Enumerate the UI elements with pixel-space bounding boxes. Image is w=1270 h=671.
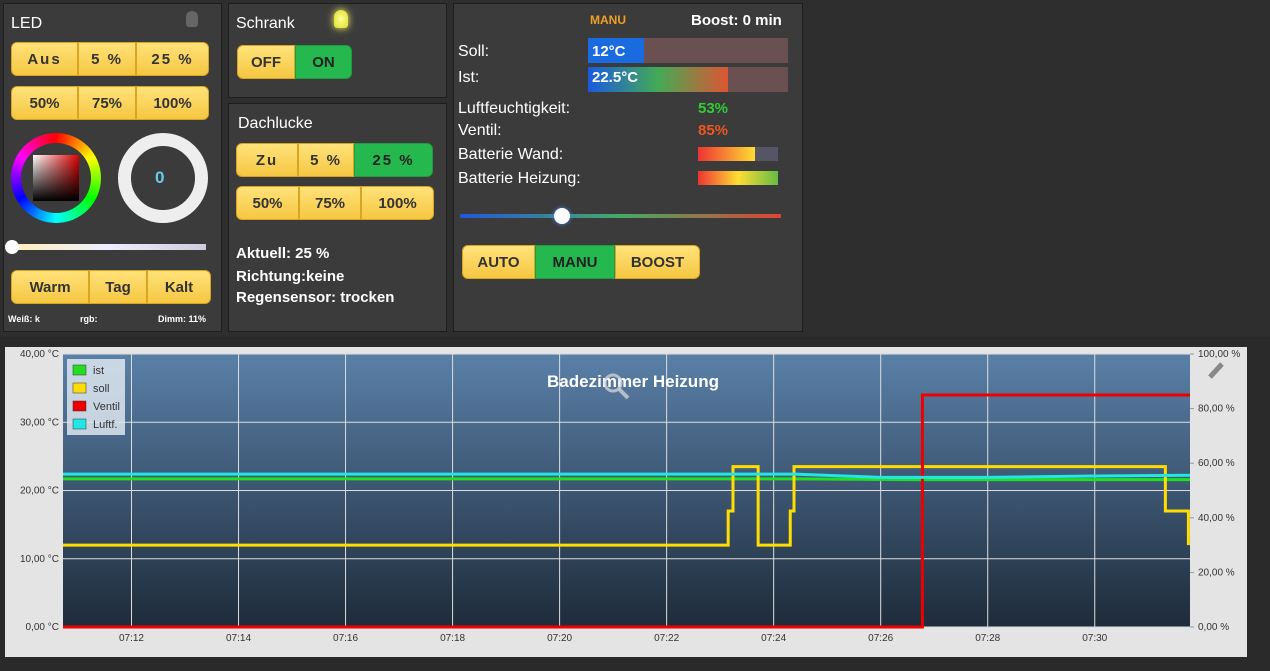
row-label: Soll: <box>458 43 490 60</box>
series-line <box>63 477 1190 482</box>
y2-tick-label: 60,00 % <box>1198 458 1235 469</box>
panel-title: LED <box>11 15 43 32</box>
button[interactable]: OFF <box>237 45 295 79</box>
series-line <box>63 393 1190 629</box>
button[interactable]: 5 % <box>298 143 354 177</box>
y-tick-label: 10,00 °C <box>20 554 59 565</box>
y-tick-label: 40,00 °C <box>20 349 59 360</box>
panel-title: Dachlucke <box>238 115 313 132</box>
button[interactable]: AUTO <box>462 245 535 279</box>
mode-label: MANU <box>590 13 626 27</box>
legend-label: soll <box>93 383 110 395</box>
x-tick-label: 07:12 <box>119 633 144 644</box>
x-tick-label: 07:16 <box>333 633 358 644</box>
button[interactable]: 5 % <box>78 42 136 76</box>
button[interactable]: 50% <box>11 86 78 120</box>
color-square[interactable] <box>33 155 79 201</box>
battery-heizung <box>698 171 778 185</box>
bulb-icon <box>186 11 198 27</box>
button[interactable]: 50% <box>236 186 299 220</box>
y-tick-label: 20,00 °C <box>20 486 59 497</box>
bulb-icon-lit <box>334 10 348 28</box>
legend-label: ist <box>93 365 104 377</box>
footer-text: rgb: <box>80 314 98 324</box>
slider-knob[interactable] <box>5 240 19 254</box>
panel-title: Schrank <box>236 15 295 32</box>
button[interactable]: 25 % <box>136 42 209 76</box>
button[interactable]: MANU <box>535 245 615 279</box>
row-label: Ist: <box>458 69 480 86</box>
status-text: Regensensor: trocken <box>236 289 395 306</box>
legend-label: Luftf. <box>93 419 117 431</box>
legend-swatch <box>72 400 87 412</box>
chart: 0,00 °C 10,00 °C 20,00 °C 30,00 °C 40,00 °C 0… <box>5 347 1247 657</box>
legend-label: Ventil <box>93 401 120 413</box>
legend-swatch <box>72 364 87 376</box>
battery-wand-fill <box>698 147 755 161</box>
ist-fill <box>588 67 728 92</box>
status-text: Aktuell: 25 % <box>236 245 330 262</box>
y2-tick-label: 40,00 % <box>1198 513 1235 524</box>
white-slider[interactable] <box>12 244 206 250</box>
button[interactable]: 100% <box>136 86 209 120</box>
temp-knob[interactable] <box>554 208 570 224</box>
edit-icon <box>1208 362 1224 379</box>
y2-tick-label: 100,00 % <box>1198 349 1240 360</box>
button[interactable]: Warm <box>11 270 89 304</box>
button[interactable]: Aus <box>11 42 78 76</box>
x-tick-label: 07:28 <box>975 633 1000 644</box>
button[interactable]: Zu <box>236 143 298 177</box>
x-tick-label: 07:20 <box>547 633 572 644</box>
button[interactable]: BOOST <box>615 245 700 279</box>
y2-tick-label: 20,00 % <box>1198 567 1235 578</box>
footer-text: Dimm: 11% <box>158 314 207 324</box>
x-tick-label: 07:24 <box>761 633 786 644</box>
footer-text: Weiß: k <box>8 314 40 324</box>
button[interactable]: 25 % <box>354 143 433 177</box>
dimmer-value: 0 <box>155 168 165 187</box>
y-tick-label: 30,00 °C <box>20 417 59 428</box>
battery-label: Batterie Heizung: <box>458 170 581 187</box>
row-value: 12°C <box>592 43 626 60</box>
button[interactable]: 75% <box>299 186 361 220</box>
soll-fill <box>588 38 644 63</box>
series-line <box>63 465 1190 547</box>
x-tick-label: 07:26 <box>868 633 893 644</box>
status-text: Richtung:keine <box>236 268 345 285</box>
x-tick-label: 07:14 <box>226 633 251 644</box>
button[interactable]: 75% <box>78 86 136 120</box>
row-value: 22.5°C <box>592 69 639 86</box>
zoom-icon <box>617 387 630 400</box>
button[interactable]: ON <box>295 45 352 79</box>
y2-tick-label: 0,00 % <box>1198 622 1229 633</box>
legend-swatch <box>72 418 87 430</box>
reading-label: Ventil: <box>458 122 502 139</box>
zoom-icon <box>603 373 623 393</box>
x-tick-label: 07:30 <box>1082 633 1107 644</box>
reading-value: 53% <box>698 100 729 117</box>
y2-tick-label: 80,00 % <box>1198 404 1235 415</box>
boost-label: Boost: 0 min <box>691 12 782 29</box>
reading-label: Luftfeuchtigkeit: <box>458 100 571 117</box>
series-line <box>63 472 1191 479</box>
reading-value: 85% <box>698 122 729 139</box>
x-tick-label: 07:18 <box>440 633 465 644</box>
button[interactable]: Kalt <box>147 270 211 304</box>
battery-label: Batterie Wand: <box>458 146 564 163</box>
legend-swatch <box>72 382 87 394</box>
x-tick-label: 07:22 <box>654 633 679 644</box>
button[interactable]: 100% <box>361 186 434 220</box>
chart-title: Badezimmer Heizung <box>547 372 719 391</box>
y-tick-label: 0,00 °C <box>26 622 59 633</box>
temp-slider[interactable] <box>460 214 781 218</box>
button[interactable]: Tag <box>89 270 147 304</box>
